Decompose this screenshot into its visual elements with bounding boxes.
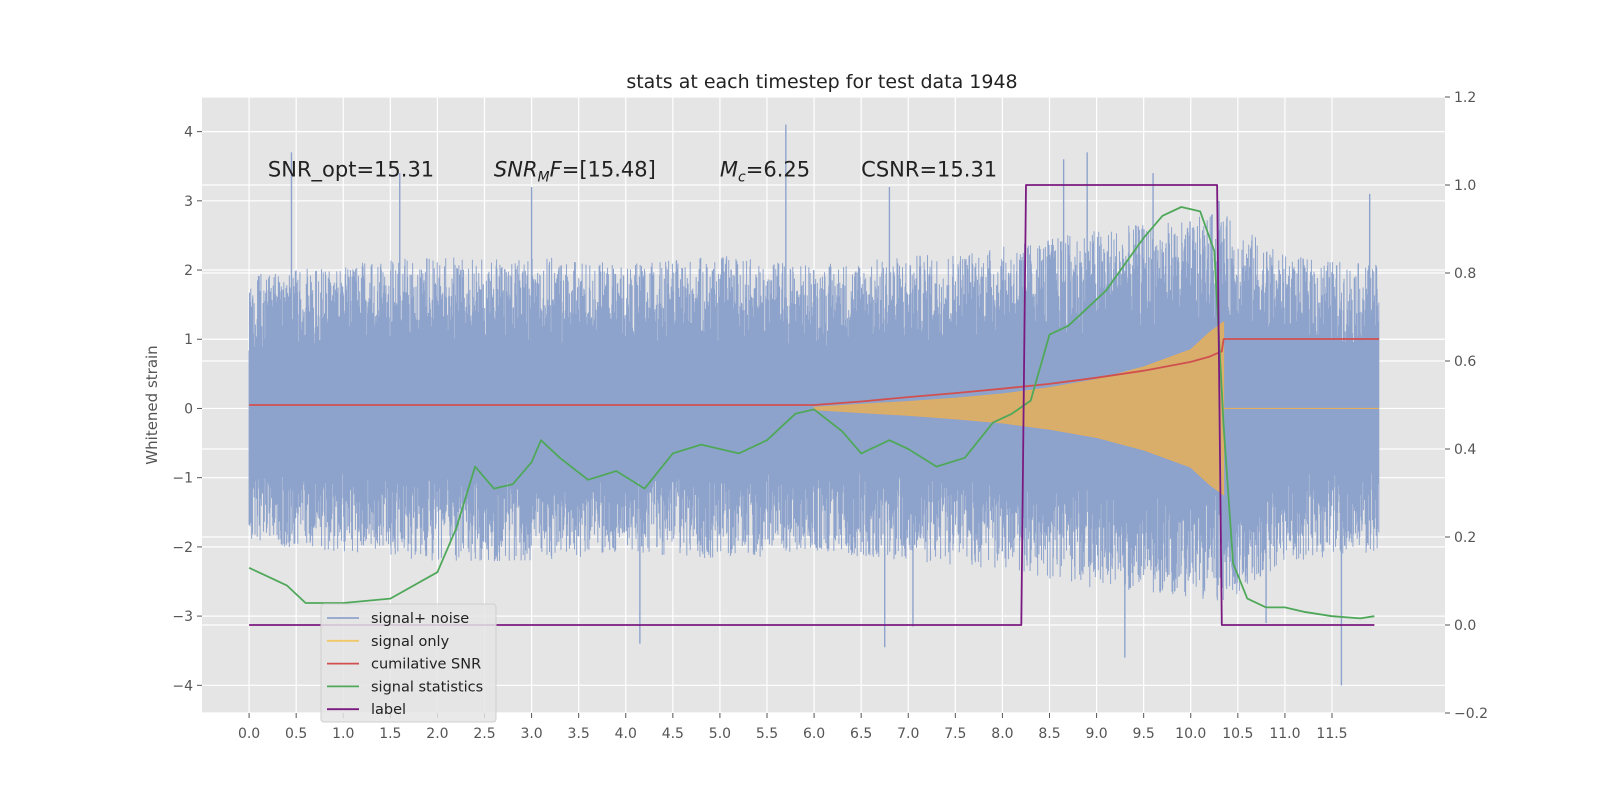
y2-tick-label: 0.6 xyxy=(1454,354,1476,370)
y2-tick-label: −0.2 xyxy=(1454,706,1488,722)
y-tick-label: 2 xyxy=(184,263,193,279)
legend-entry: signal+ noise xyxy=(371,611,469,627)
x-tick-label: 8.5 xyxy=(1038,726,1060,742)
x-tick-label: 2.5 xyxy=(473,726,495,742)
x-tick-label: 1.0 xyxy=(332,726,354,742)
x-tick-label: 9.5 xyxy=(1133,726,1155,742)
annotation-csnr: CSNR=15.31 xyxy=(861,158,997,182)
y2-tick-label: 1.2 xyxy=(1454,90,1476,106)
annotation-snr-opt: SNR_opt=15.31 xyxy=(268,158,434,183)
x-tick-label: 7.5 xyxy=(944,726,966,742)
x-tick-label: 11.0 xyxy=(1269,726,1300,742)
series-line xyxy=(249,184,1375,626)
y-tick-label: −3 xyxy=(172,609,193,625)
x-tick-label: 6.0 xyxy=(803,726,825,742)
series-signal-statistics xyxy=(248,206,1375,620)
legend-entry: label xyxy=(371,702,406,718)
legend-entry: cumilative SNR xyxy=(371,657,481,673)
y2-tick-label: 0.0 xyxy=(1454,618,1476,634)
legend: signal+ noise signal only cumilative SNR si… xyxy=(320,603,497,723)
y2-tick-label: 0.8 xyxy=(1454,266,1476,282)
legend-entry: signal only xyxy=(371,634,450,650)
annotation-snr-mf: SNRMF=[15.48] xyxy=(494,158,656,186)
y-tick-label: −4 xyxy=(172,678,193,694)
y-tick-label: −2 xyxy=(172,540,193,556)
annotation-mc: Mc=6.25 xyxy=(720,158,810,186)
chart-title: stats at each timestep for test data 194… xyxy=(626,71,1017,93)
y2-tick-label: 1.0 xyxy=(1454,178,1476,194)
y-tick-label: 1 xyxy=(184,332,193,348)
x-tick-label: 1.5 xyxy=(379,726,401,742)
x-tick-label: 0.0 xyxy=(238,726,260,742)
y-tick-label: 0 xyxy=(184,401,193,417)
annotations: SNR_opt=15.31 SNRMF=[15.48] Mc=6.25 CSNR=15… xyxy=(268,158,997,186)
series-label xyxy=(249,184,1375,626)
x-tick-label: 3.0 xyxy=(520,726,542,742)
x-tick-label: 4.0 xyxy=(615,726,637,742)
x-tick-label: 5.0 xyxy=(709,726,731,742)
x-tick-label: 3.5 xyxy=(568,726,590,742)
series-line xyxy=(248,206,1375,620)
x-tick-label: 10.0 xyxy=(1175,726,1206,742)
y-tick-label: 4 xyxy=(184,125,193,141)
x-tick-label: 8.0 xyxy=(991,726,1013,742)
x-tick-label: 10.5 xyxy=(1222,726,1253,742)
y2-tick-label: 0.4 xyxy=(1454,442,1476,458)
y-tick-label: −1 xyxy=(172,471,193,487)
y-axis-label: Whitened strain xyxy=(143,345,161,464)
legend-box xyxy=(320,603,497,723)
x-tick-label: 2.0 xyxy=(426,726,448,742)
y2-axis-ticks: 1.2 1.0 0.8 0.6 0.4 0.2 0.0 −0.2 xyxy=(1445,90,1488,722)
x-tick-label: 7.0 xyxy=(897,726,919,742)
x-tick-label: 9.0 xyxy=(1085,726,1107,742)
x-tick-label: 0.5 xyxy=(285,726,307,742)
x-tick-label: 11.5 xyxy=(1316,726,1347,742)
series-layer xyxy=(248,124,1380,686)
y-tick-label: 3 xyxy=(184,194,193,210)
x-tick-label: 5.5 xyxy=(756,726,778,742)
x-tick-label: 4.5 xyxy=(662,726,684,742)
y-axis-ticks: 4 3 2 1 0 −1 −2 −3 −4 xyxy=(172,125,202,694)
x-axis-ticks: 0.0 0.5 1.0 1.5 2.0 2.5 3.0 3.5 4.0 4.5 5.0 5.5 6.0 6… xyxy=(238,713,1348,742)
y2-tick-label: 0.2 xyxy=(1454,530,1476,546)
x-tick-label: 6.5 xyxy=(850,726,872,742)
legend-entry: signal statistics xyxy=(371,679,483,695)
